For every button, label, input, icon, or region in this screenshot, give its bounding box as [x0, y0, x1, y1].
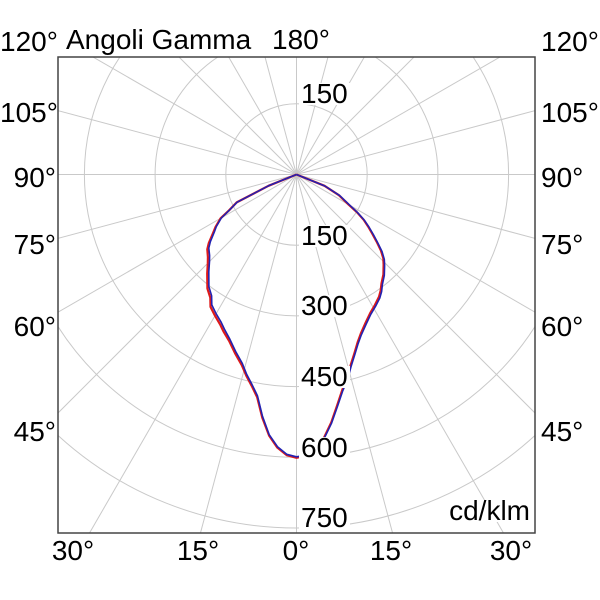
gamma-label-right-75: 75° [541, 229, 584, 260]
gamma-label-bottom-30r: 30° [489, 535, 533, 566]
gamma-label-left-75: 75° [13, 229, 56, 260]
ring-label-750: 750 [299, 502, 350, 533]
gamma-label-right-45: 45° [541, 416, 584, 447]
gamma-label-bottom-30l: 30° [51, 535, 95, 566]
unit-label: cd/klm [447, 495, 532, 526]
gamma-label-left-120: 120° [0, 26, 58, 57]
gamma-label-bottom-15r: 15° [369, 535, 413, 566]
gamma-label-left-60: 60° [13, 311, 56, 342]
gamma-label-right-120: 120° [541, 26, 599, 57]
ring-label-450: 450 [299, 361, 350, 392]
gamma-label-bottom-0: 0° [282, 535, 310, 566]
gamma-label-180: 180° [272, 24, 330, 55]
ring-label-600: 600 [299, 432, 350, 463]
ring-label-150: 150 [299, 220, 350, 251]
gamma-label-bottom-15l: 15° [176, 535, 220, 566]
gamma-label-right-105: 105° [541, 97, 599, 128]
gamma-label-left-105: 105° [0, 97, 58, 128]
gamma-label-right-90: 90° [541, 162, 584, 193]
ring-label-300: 300 [299, 290, 350, 321]
gamma-label-left-45: 45° [13, 416, 56, 447]
plot-frame [57, 56, 536, 534]
gamma-label-left-90: 90° [13, 162, 56, 193]
page-title: Angoli Gamma [66, 24, 252, 55]
gamma-label-right-60: 60° [541, 311, 584, 342]
ring-label-150-top: 150 [299, 78, 350, 109]
